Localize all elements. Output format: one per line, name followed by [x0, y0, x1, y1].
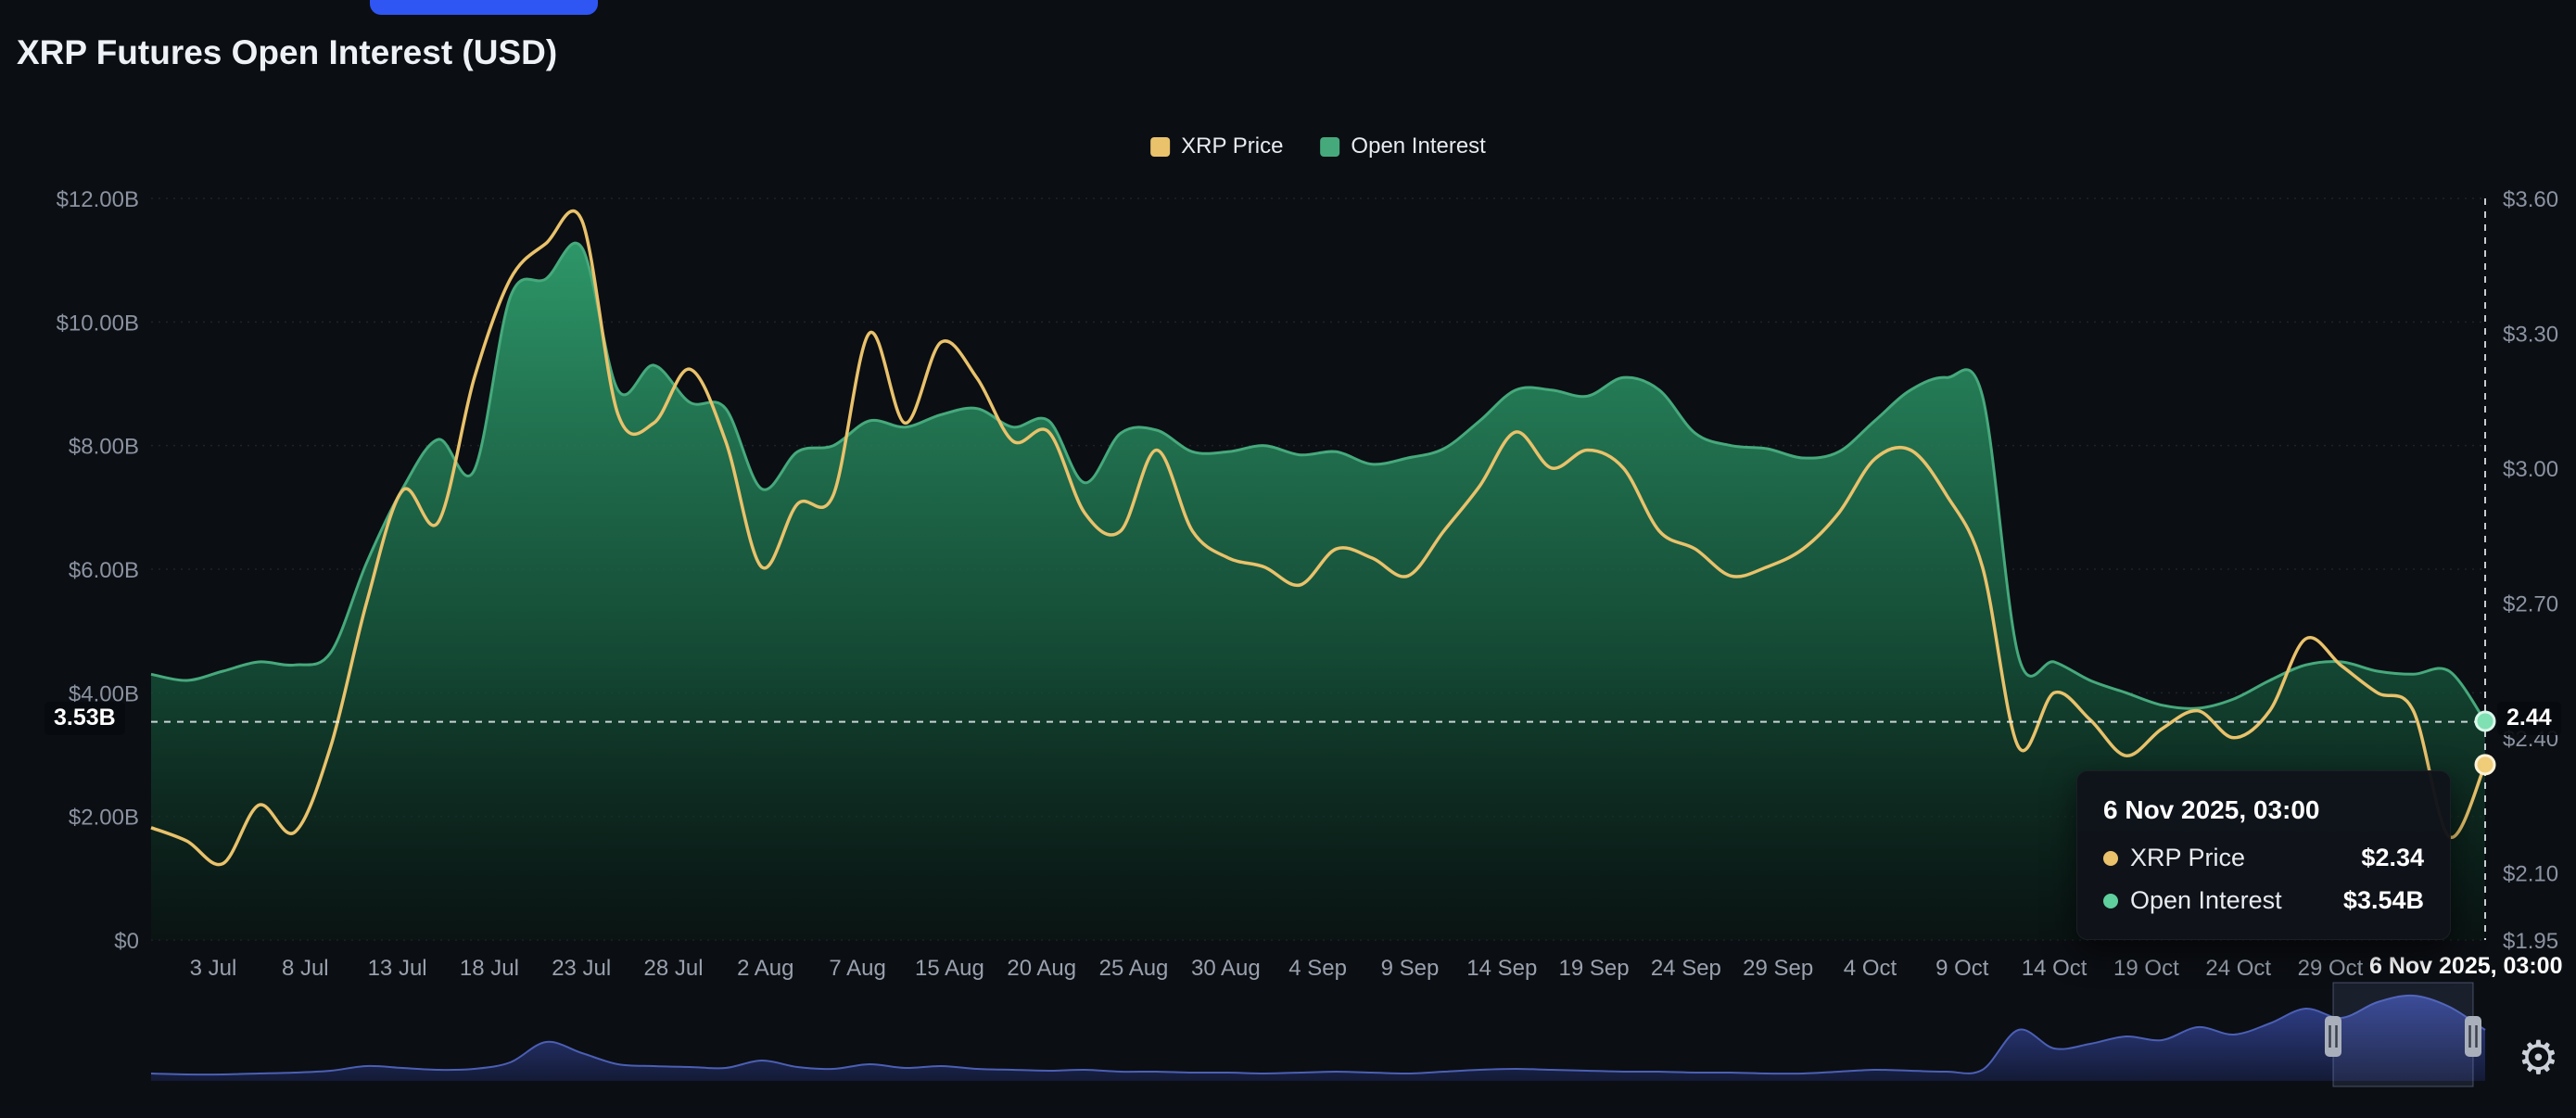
x-tick: 2 Aug	[737, 956, 793, 981]
open-interest-marker	[2476, 712, 2494, 731]
settings-gear-icon[interactable]: ⚙	[2518, 1035, 2559, 1081]
navigator-brush[interactable]	[151, 983, 2485, 1086]
x-tick: 24 Sep	[1651, 956, 1721, 981]
x-tick: 28 Jul	[643, 956, 703, 981]
x-tick: 23 Jul	[552, 956, 611, 981]
chart-tooltip: 6 Nov 2025, 03:00 XRP Price $2.34 Open I…	[2076, 770, 2451, 940]
y-right-tick: $1.95	[2503, 929, 2558, 954]
navigator-selection[interactable]	[2333, 983, 2473, 1086]
x-tick: 18 Jul	[460, 956, 519, 981]
tooltip-label-xrp-price: XRP Price	[2130, 844, 2245, 872]
y-right-tick: $3.00	[2503, 457, 2558, 482]
x-tick: 13 Jul	[368, 956, 427, 981]
tooltip-label-open-interest: Open Interest	[2130, 886, 2282, 915]
y-right-tick: $2.70	[2503, 591, 2558, 616]
crosshair-right-value: 2.44	[2497, 702, 2561, 735]
tooltip-value-open-interest: $3.54B	[2343, 886, 2424, 915]
x-tick: 19 Oct	[2113, 956, 2179, 981]
navigator-handle-right[interactable]	[2465, 1016, 2481, 1057]
x-tick: 20 Aug	[1007, 956, 1076, 981]
x-tick: 4 Oct	[1844, 956, 1897, 981]
x-tick: 14 Sep	[1466, 956, 1537, 981]
x-tick: 9 Sep	[1381, 956, 1440, 981]
y-left-tick: $12.00B	[57, 187, 139, 212]
x-axis-current-label: 6 Nov 2025, 03:00	[2369, 953, 2562, 980]
x-tick: 14 Oct	[2022, 956, 2087, 981]
xrp-price-dot-icon	[2103, 851, 2118, 866]
x-tick: 30 Aug	[1191, 956, 1261, 981]
y-left-tick: $2.00B	[69, 806, 139, 831]
x-tick: 29 Sep	[1743, 956, 1813, 981]
x-tick: 19 Sep	[1559, 956, 1630, 981]
tooltip-value-xrp-price: $2.34	[2361, 844, 2424, 872]
y-left-tick: $0	[114, 929, 139, 954]
x-tick: 29 Oct	[2298, 956, 2364, 981]
x-tick: 24 Oct	[2205, 956, 2271, 981]
navigator-area	[151, 996, 2485, 1081]
xrp-price-marker	[2476, 756, 2494, 774]
x-tick: 8 Jul	[282, 956, 329, 981]
x-tick: 7 Aug	[829, 956, 885, 981]
app-root: XRP Futures Open Interest (USD) XRP Pric…	[0, 0, 2576, 1118]
navigator-handle-left[interactable]	[2325, 1016, 2341, 1057]
y-right-tick: $3.60	[2503, 187, 2558, 212]
chart-canvas[interactable]: $12.00B$10.00B$8.00B$6.00B$4.00B$2.00B$0…	[0, 0, 2576, 1118]
y-left-tick: $6.00B	[69, 558, 139, 583]
tooltip-row-xrp-price: XRP Price $2.34	[2103, 844, 2424, 872]
x-tick: 3 Jul	[190, 956, 237, 981]
x-tick: 4 Sep	[1288, 956, 1347, 981]
tooltip-title: 6 Nov 2025, 03:00	[2103, 795, 2424, 825]
crosshair-left-value: 3.53B	[44, 702, 125, 735]
x-tick: 9 Oct	[1935, 956, 1989, 981]
y-left-tick: $10.00B	[57, 311, 139, 336]
y-right-tick: $2.10	[2503, 861, 2558, 886]
y-left-tick: $8.00B	[69, 435, 139, 460]
x-tick: 15 Aug	[915, 956, 984, 981]
x-tick: 25 Aug	[1099, 956, 1169, 981]
tooltip-row-open-interest: Open Interest $3.54B	[2103, 886, 2424, 915]
open-interest-dot-icon	[2103, 894, 2118, 908]
y-right-tick: $3.30	[2503, 322, 2558, 347]
